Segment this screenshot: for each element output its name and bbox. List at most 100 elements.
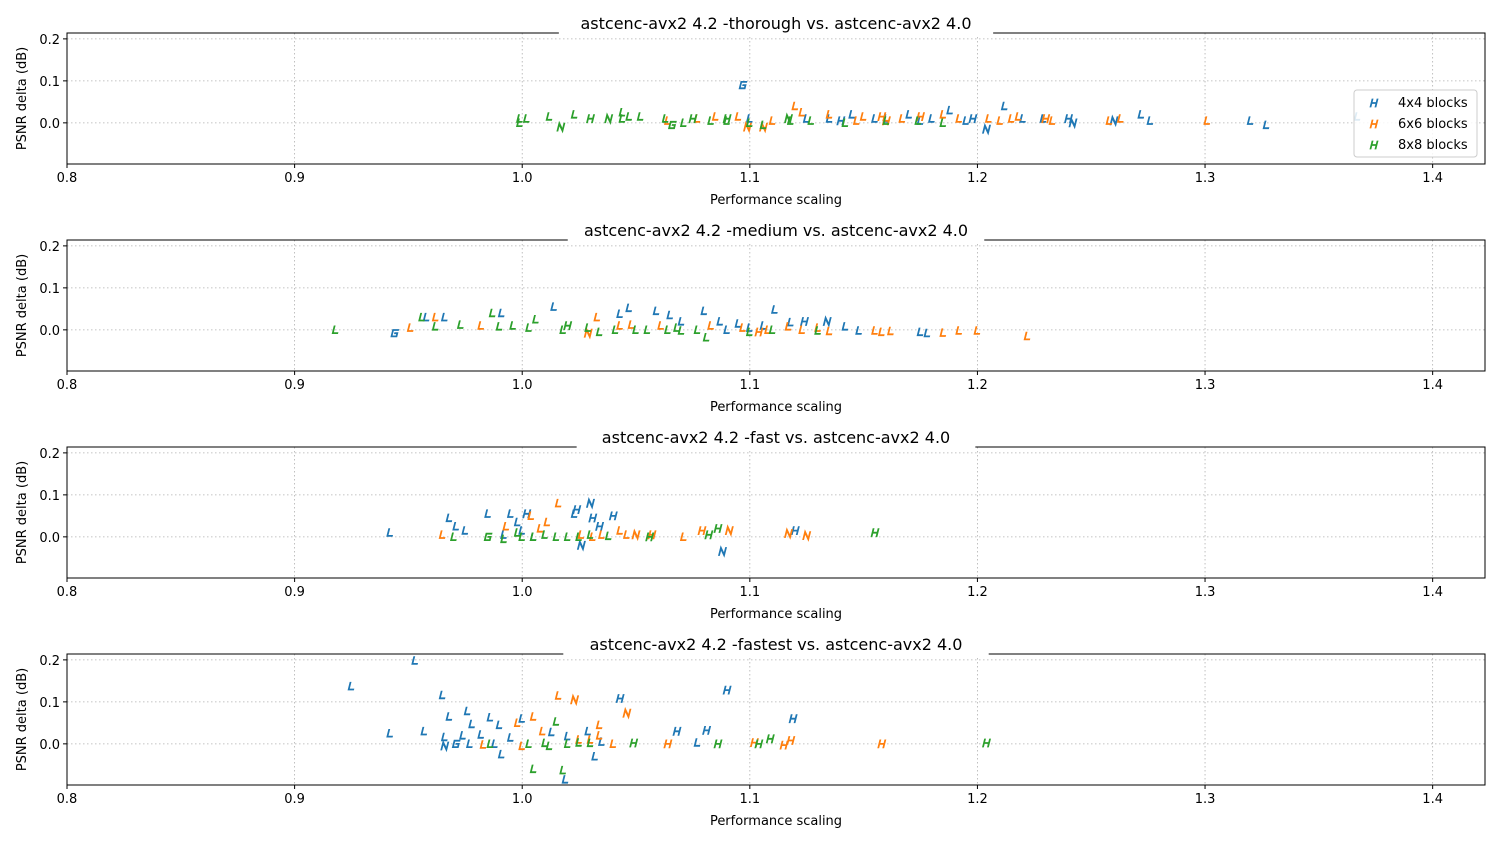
data-point-4x4-blocks [700, 306, 708, 316]
data-point-6x6-blocks [768, 116, 776, 125]
data-point-6x6-blocks [513, 718, 521, 728]
data-point-4x4-blocks [513, 517, 521, 527]
legend-marker [1369, 119, 1379, 129]
data-point-4x4-blocks [770, 305, 778, 314]
data-point-4x4-blocks [550, 302, 557, 311]
x-tick-label: 1.3 [1195, 585, 1216, 600]
x-tick-label: 1.2 [967, 378, 988, 393]
data-point-6x6-blocks [996, 116, 1004, 125]
data-point-6x6-blocks [697, 526, 707, 535]
data-point-4x4-blocks [745, 323, 753, 332]
data-point-4x4-blocks [468, 719, 475, 729]
data-point-8x8-blocks [488, 308, 496, 318]
data-point-4x4-blocks [347, 681, 355, 691]
data-point-4x4-blocks [738, 80, 748, 90]
data-point-8x8-blocks [713, 739, 723, 749]
data-point-6x6-blocks [1014, 112, 1022, 121]
data-point-8x8-blocks [559, 325, 567, 334]
x-tick-label: 1.1 [739, 171, 760, 186]
data-point-8x8-blocks [449, 532, 457, 542]
data-point-4x4-blocks [576, 538, 586, 552]
x-axis-label: Performance scaling [710, 607, 842, 622]
x-axis-label: Performance scaling [710, 193, 842, 208]
title-background [567, 218, 985, 242]
x-tick-label: 0.8 [57, 585, 78, 600]
data-point-4x4-blocks [702, 726, 712, 735]
subplot-1: 0.8 0.9 1.0 1.1 1.2 1.3 1.4 0.0 0.1 0.2 astcenc-av… [15, 11, 1486, 208]
data-point-8x8-blocks [625, 112, 633, 121]
data-point-6x6-blocks [798, 108, 806, 117]
data-point-8x8-blocks [525, 739, 532, 749]
legend-label: 4x4 blocks [1398, 96, 1468, 111]
y-tick-label: 0.2 [39, 654, 60, 669]
data-point-4x4-blocks [871, 114, 878, 123]
data-point-6x6-blocks [786, 736, 796, 745]
data-point-8x8-blocks [618, 108, 626, 117]
y-axis-label: PSNR delta (dB) [15, 254, 30, 357]
data-point-4x4-blocks [500, 530, 507, 539]
data-point-4x4-blocks [652, 306, 660, 316]
data-point-8x8-blocks [611, 325, 619, 334]
data-point-4x4-blocks [461, 526, 469, 535]
data-point-4x4-blocks [848, 110, 856, 119]
subplot-3: 0.8 0.9 1.0 1.1 1.2 1.3 1.4 0.0 0.1 0.2 astcenc-av… [15, 425, 1486, 622]
legend-label: 6x6 blocks [1398, 117, 1468, 132]
data-point-4x4-blocks [1137, 110, 1145, 119]
chart-title: astcenc-avx2 4.2 -fastest vs. astcenc-av… [590, 635, 963, 654]
data-point-6x6-blocks [622, 530, 630, 539]
data-point-4x4-blocks [497, 308, 505, 318]
data-point-6x6-blocks [622, 706, 632, 720]
y-tick-label: 0.0 [39, 738, 60, 753]
data-point-4x4-blocks [718, 545, 727, 558]
data-point-4x4-blocks [1246, 116, 1254, 125]
data-point-8x8-blocks [575, 532, 582, 542]
data-point-6x6-blocks [743, 120, 752, 134]
x-tick-label: 1.4 [1422, 378, 1443, 393]
data-point-4x4-blocks [716, 317, 724, 326]
data-point-6x6-blocks [631, 528, 641, 542]
data-point-4x4-blocks [440, 312, 448, 322]
data-point-4x4-blocks [440, 739, 450, 753]
data-point-4x4-blocks [463, 706, 471, 716]
data-point-8x8-blocks [765, 734, 775, 744]
data-point-4x4-blocks [666, 310, 674, 320]
data-point-6x6-blocks [784, 527, 793, 540]
data-point-8x8-blocks [759, 120, 767, 130]
x-tick-label: 1.2 [967, 171, 988, 186]
data-point-4x4-blocks [506, 733, 514, 742]
data-point-8x8-blocks [723, 116, 730, 125]
data-point-6x6-blocks [1041, 114, 1051, 124]
data-point-4x4-blocks [786, 317, 794, 327]
x-tick-label: 1.4 [1422, 585, 1443, 600]
data-point-6x6-blocks [877, 739, 887, 749]
x-tick-label: 1.1 [739, 585, 760, 600]
data-point-6x6-blocks [536, 524, 544, 533]
data-point-6x6-blocks [616, 526, 623, 535]
data-point-8x8-blocks [807, 116, 815, 125]
data-point-4x4-blocks [968, 114, 978, 124]
data-point-6x6-blocks [477, 321, 485, 330]
data-point-8x8-blocks [754, 739, 764, 749]
data-point-4x4-blocks [672, 726, 682, 736]
data-point-8x8-blocks [518, 532, 526, 542]
data-point-8x8-blocks [939, 118, 947, 128]
data-point-6x6-blocks [554, 691, 562, 700]
data-point-8x8-blocks [586, 738, 594, 748]
data-point-8x8-blocks [786, 116, 794, 125]
y-tick-label: 0.0 [39, 531, 60, 546]
data-point-6x6-blocks [616, 321, 623, 330]
legend-box [1353, 89, 1478, 158]
data-point-4x4-blocks [759, 321, 767, 330]
data-point-6x6-blocks [438, 530, 446, 539]
legend-marker [1369, 140, 1379, 150]
data-point-6x6-blocks [734, 112, 742, 121]
data-point-4x4-blocks [745, 114, 753, 123]
data-point-8x8-blocks [513, 528, 521, 537]
data-point-8x8-blocks [500, 534, 507, 544]
x-tick-label: 1.3 [1195, 171, 1216, 186]
data-point-8x8-blocks [702, 332, 710, 342]
data-point-4x4-blocks [570, 509, 578, 518]
data-point-4x4-blocks [486, 713, 494, 722]
data-point-4x4-blocks [459, 731, 466, 740]
data-point-6x6-blocks [1203, 116, 1211, 125]
